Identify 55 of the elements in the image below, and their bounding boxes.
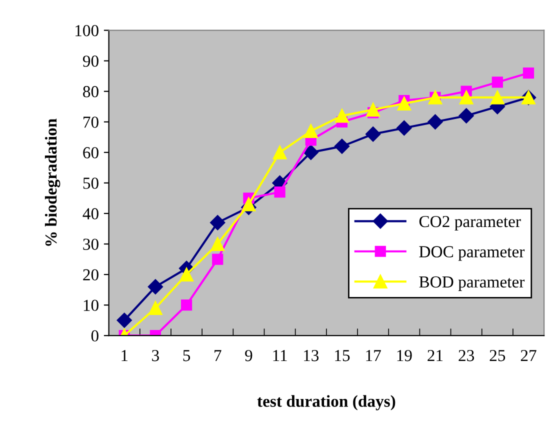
x-tick-label: 17	[366, 350, 381, 362]
y-tick-label: 20	[83, 269, 98, 280]
point	[242, 197, 256, 212]
point	[365, 126, 381, 142]
y-tick-label: 40	[82, 208, 98, 220]
y-axis-title: % biodegradation	[44, 118, 60, 246]
point	[116, 312, 132, 328]
point	[148, 301, 162, 316]
point	[274, 186, 286, 198]
x-tick-label: 21	[428, 350, 443, 362]
point	[210, 215, 226, 230]
point	[522, 67, 534, 79]
y-tick-label: 60	[83, 147, 98, 158]
y-tick-label: 80	[83, 86, 98, 98]
point	[490, 90, 504, 104]
point	[458, 108, 474, 124]
point	[396, 120, 412, 136]
point	[210, 237, 225, 251]
x-tick-label: 11	[273, 350, 287, 362]
point	[428, 114, 443, 130]
x-tick-label: 5	[183, 350, 190, 362]
x-tick-label: 27	[520, 350, 536, 362]
point	[148, 279, 164, 294]
point	[492, 76, 503, 88]
y-tick-label: 70	[84, 116, 98, 128]
point	[180, 268, 194, 282]
legend-label: DOC parameter	[419, 246, 525, 261]
point	[334, 138, 350, 154]
point	[459, 90, 474, 104]
point	[180, 299, 192, 311]
x-tick-label: 19	[397, 350, 412, 362]
x-axis-title: test duration (days)	[257, 395, 396, 410]
y-tick-label: 30	[83, 238, 98, 250]
x-tick-label: 23	[458, 350, 474, 362]
point	[397, 96, 412, 111]
point	[303, 144, 318, 160]
x-tick-label: 15	[335, 350, 350, 362]
y-tick-label: 10	[84, 300, 98, 311]
legend-label: BOD parameter	[419, 276, 525, 291]
y-tick-label: 90	[82, 56, 98, 67]
y-tick-label: 0	[91, 330, 98, 342]
x-tick-label: 7	[214, 350, 222, 362]
x-tick-label: 25	[490, 350, 506, 362]
x-tick-label: 3	[152, 350, 159, 362]
point	[366, 102, 380, 117]
y-tick-label: 50	[83, 178, 98, 189]
point	[335, 108, 349, 123]
point	[304, 124, 318, 138]
x-tick-label: 9	[245, 350, 252, 362]
x-tick-label: 13	[304, 350, 319, 362]
point	[272, 145, 287, 160]
legend-label: CO2 parameter	[419, 216, 521, 231]
point	[212, 254, 224, 265]
x-tick-label: 1	[122, 350, 128, 362]
y-tick-label: 100	[76, 25, 98, 36]
